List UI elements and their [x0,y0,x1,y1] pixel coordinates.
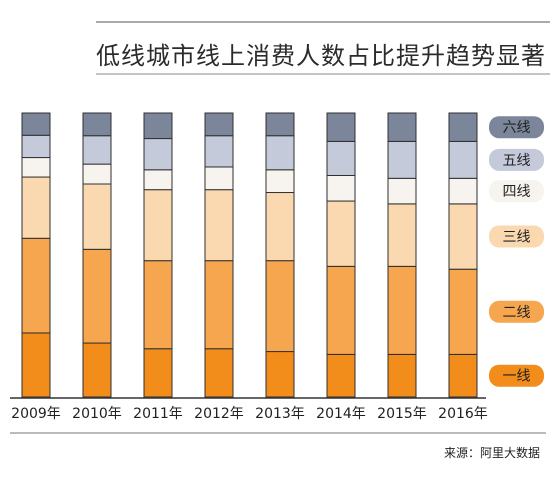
bar-segment-2013年-一线 [265,351,295,398]
legend-swatch-三线 [489,225,544,248]
bar-segment-2013年-四线 [265,169,295,194]
bar-segment-2014年-五线 [326,140,356,176]
bar-segment-2011年-四线 [143,169,173,191]
legend-swatch-一线 [489,364,544,387]
bar-segment-2011年-二线 [143,260,173,350]
bar-segment-2013年-六线 [265,112,295,137]
bar-segment-2014年-四线 [326,174,356,202]
bar-segment-2015年-三线 [387,203,417,267]
bar-segment-2015年-一线 [387,353,417,398]
legend-swatch-六线 [489,116,544,139]
legend-swatch-五线 [489,148,544,171]
bar-segment-2014年-六线 [326,112,356,142]
bar-segment-2012年-一线 [204,348,234,398]
x-tick-label: 2015年 [377,406,427,422]
bar-segment-2010年-三线 [82,183,112,250]
x-tick-label: 2014年 [316,406,366,422]
legend-label-一线: 一线 [503,369,531,385]
bar-segment-2009年-二线 [21,237,51,334]
bar-segment-2009年-三线 [21,176,51,239]
bar-segment-2011年-一线 [143,348,173,398]
bar-segment-2013年-五线 [265,135,295,171]
bar-segment-2015年-五线 [387,140,417,179]
bar-segment-2013年-二线 [265,260,295,353]
source-note: 来源：阿里大数据 [443,446,540,460]
chart-title: 低线城市线上消费人数占比提升趋势显著 [96,42,546,70]
x-tick-label: 2011年 [133,406,183,422]
bar-segment-2016年-四线 [448,177,478,205]
x-tick-labels: 2009年 2010年 2011年 2012年 2013年 2014年 2015年 2016年 [11,406,488,422]
bar-segment-2010年-五线 [82,135,112,165]
bar-segment-2010年-一线 [82,342,112,398]
bar-segment-2014年-二线 [326,265,356,355]
bar-segment-2016年-六线 [448,112,478,142]
legend-label-五线: 五线 [503,153,531,169]
bar-segment-2015年-六线 [387,112,417,142]
x-tick-label: 2012年 [194,406,244,422]
legend-label-四线: 四线 [503,184,531,200]
bar-segment-2011年-六线 [143,112,173,140]
bar-segment-2013年-三线 [265,192,295,262]
bar-segment-2016年-一线 [448,353,478,398]
bar-segment-2016年-二线 [448,268,478,355]
bar-segment-2010年-六线 [82,112,112,137]
x-tick-label: 2009年 [11,406,61,422]
bar-segment-2011年-五线 [143,138,173,171]
bar-segment-2010年-二线 [82,248,112,344]
legend-label-六线: 六线 [503,120,531,136]
bars-group [21,112,478,398]
x-tick-label: 2016年 [438,406,488,422]
bar-segment-2012年-四线 [204,166,234,191]
bar-segment-2015年-二线 [387,265,417,355]
legend-label-三线: 三线 [503,230,531,246]
bar-segment-2012年-六线 [204,112,234,137]
legend-swatch-二线 [489,300,544,323]
bar-segment-2014年-一线 [326,353,356,398]
bar-segment-2011年-三线 [143,189,173,262]
bar-segment-2012年-三线 [204,189,234,262]
bar-segment-2009年-五线 [21,134,51,159]
bar-segment-2012年-五线 [204,135,234,168]
legend-swatch-四线 [489,180,544,203]
bar-segment-2010年-四线 [82,163,112,185]
x-tick-label: 2010年 [72,406,122,422]
bar-segment-2016年-三线 [448,203,478,270]
bar-segment-2016年-五线 [448,140,478,179]
bar-segment-2009年-四线 [21,157,51,178]
bar-segment-2015年-四线 [387,177,417,205]
x-tick-label: 2013年 [255,406,305,422]
bar-segment-2012年-二线 [204,260,234,350]
legend: 一线 二线 三线 四线 五线 六线 [489,116,544,387]
bar-segment-2014年-三线 [326,200,356,267]
bar-segment-2009年-一线 [21,332,51,398]
bar-segment-2009年-六线 [21,112,51,136]
legend-label-二线: 二线 [503,305,531,321]
